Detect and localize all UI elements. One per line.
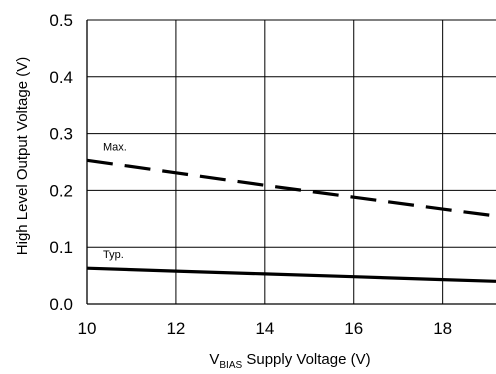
x-axis-label: VBIAS Supply Voltage (V) <box>209 351 370 371</box>
y-axis-label: High Level Output Voltage (V) <box>14 57 31 255</box>
x-axis-label-main: V <box>209 351 219 368</box>
x-axis-label-sub: BIAS <box>219 360 242 371</box>
y-tick-label: 0.4 <box>49 68 73 87</box>
y-tick-label: 0.3 <box>49 125 73 144</box>
y-tick-label: 0.1 <box>49 238 73 257</box>
x-tick-label: 10 <box>78 319 97 338</box>
x-tick-label: 12 <box>166 319 185 338</box>
x-tick-label: 16 <box>344 319 363 338</box>
tick-labels: 10 12 14 16 18 0.0 0.1 0.2 0.3 0.4 0.5 <box>49 11 452 338</box>
series-line-max <box>86 158 496 218</box>
x-tick-label: 18 <box>433 319 452 338</box>
series-label: Max. <box>103 141 127 153</box>
y-tick-label: 0.0 <box>49 295 73 314</box>
series-label: Typ. <box>103 249 124 261</box>
grid <box>86 19 496 305</box>
x-axis-label-rest: Supply Voltage (V) <box>242 351 370 368</box>
y-tick-label: 0.5 <box>49 11 73 30</box>
series-lines <box>86 158 496 283</box>
series-line-typ <box>86 266 496 283</box>
series-labels: Max. Typ. <box>103 141 127 261</box>
x-tick-label: 14 <box>255 319 274 338</box>
y-tick-label: 0.2 <box>49 181 73 200</box>
